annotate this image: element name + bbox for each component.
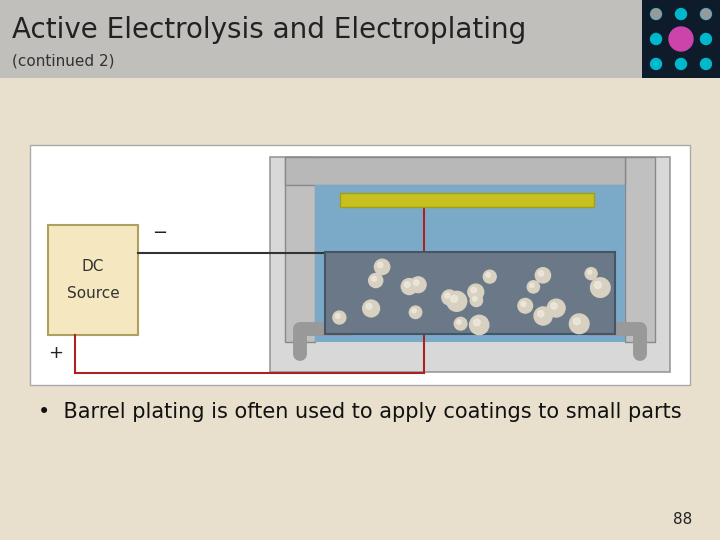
Circle shape	[573, 318, 580, 325]
Text: DC: DC	[82, 259, 104, 274]
Circle shape	[413, 280, 419, 286]
Circle shape	[366, 303, 372, 309]
Circle shape	[538, 310, 544, 317]
Circle shape	[534, 307, 552, 325]
Text: (continued 2): (continued 2)	[12, 53, 114, 69]
Bar	[315, 185, 625, 342]
Text: •  Barrel plating is often used to apply coatings to small parts: • Barrel plating is often used to apply …	[38, 402, 682, 422]
Circle shape	[469, 315, 489, 335]
Bar	[285, 157, 625, 185]
Circle shape	[669, 27, 693, 51]
Bar	[270, 157, 670, 372]
Circle shape	[595, 282, 601, 288]
Bar	[30, 145, 690, 385]
Circle shape	[651, 9, 661, 19]
Circle shape	[590, 278, 610, 298]
Circle shape	[651, 58, 662, 70]
Circle shape	[363, 300, 379, 317]
Text: Source: Source	[67, 286, 120, 301]
Circle shape	[547, 299, 565, 317]
Circle shape	[405, 282, 410, 287]
Circle shape	[377, 262, 383, 268]
Text: −: −	[153, 224, 168, 242]
Circle shape	[412, 308, 416, 313]
Circle shape	[369, 273, 383, 288]
Circle shape	[701, 33, 711, 44]
Circle shape	[551, 303, 557, 309]
Circle shape	[456, 320, 462, 325]
Circle shape	[468, 284, 484, 300]
Circle shape	[374, 259, 390, 274]
Bar	[0, 0, 720, 78]
Circle shape	[527, 281, 539, 293]
Circle shape	[651, 33, 662, 44]
Circle shape	[651, 9, 662, 19]
Circle shape	[372, 276, 377, 281]
Circle shape	[401, 279, 417, 294]
Circle shape	[570, 314, 589, 334]
Circle shape	[446, 291, 467, 311]
Circle shape	[442, 290, 456, 305]
Circle shape	[675, 33, 686, 44]
Circle shape	[585, 268, 597, 280]
Circle shape	[701, 9, 711, 19]
Circle shape	[535, 268, 551, 283]
Bar	[48, 225, 138, 335]
Bar	[642, 0, 720, 78]
Text: Active Electrolysis and Electroplating: Active Electrolysis and Electroplating	[12, 16, 526, 44]
Circle shape	[701, 9, 711, 19]
Circle shape	[473, 319, 480, 326]
Circle shape	[675, 9, 686, 19]
Circle shape	[521, 301, 526, 307]
Bar	[625, 157, 655, 342]
Circle shape	[470, 294, 482, 307]
Circle shape	[333, 311, 346, 324]
Circle shape	[445, 293, 450, 298]
Circle shape	[518, 299, 533, 313]
Circle shape	[409, 306, 422, 319]
Text: +: +	[48, 344, 63, 362]
Circle shape	[486, 273, 490, 277]
Circle shape	[701, 58, 711, 70]
Circle shape	[483, 270, 496, 283]
Bar	[340, 193, 594, 207]
Circle shape	[675, 58, 686, 70]
Circle shape	[530, 283, 534, 287]
Circle shape	[539, 271, 544, 276]
Circle shape	[472, 296, 477, 301]
Bar	[285, 157, 315, 342]
Circle shape	[451, 295, 458, 302]
Circle shape	[471, 287, 477, 293]
Bar	[325, 252, 615, 334]
Circle shape	[336, 314, 340, 318]
Circle shape	[454, 318, 467, 330]
Text: 88: 88	[672, 512, 692, 528]
Circle shape	[410, 277, 426, 293]
Circle shape	[588, 270, 592, 274]
